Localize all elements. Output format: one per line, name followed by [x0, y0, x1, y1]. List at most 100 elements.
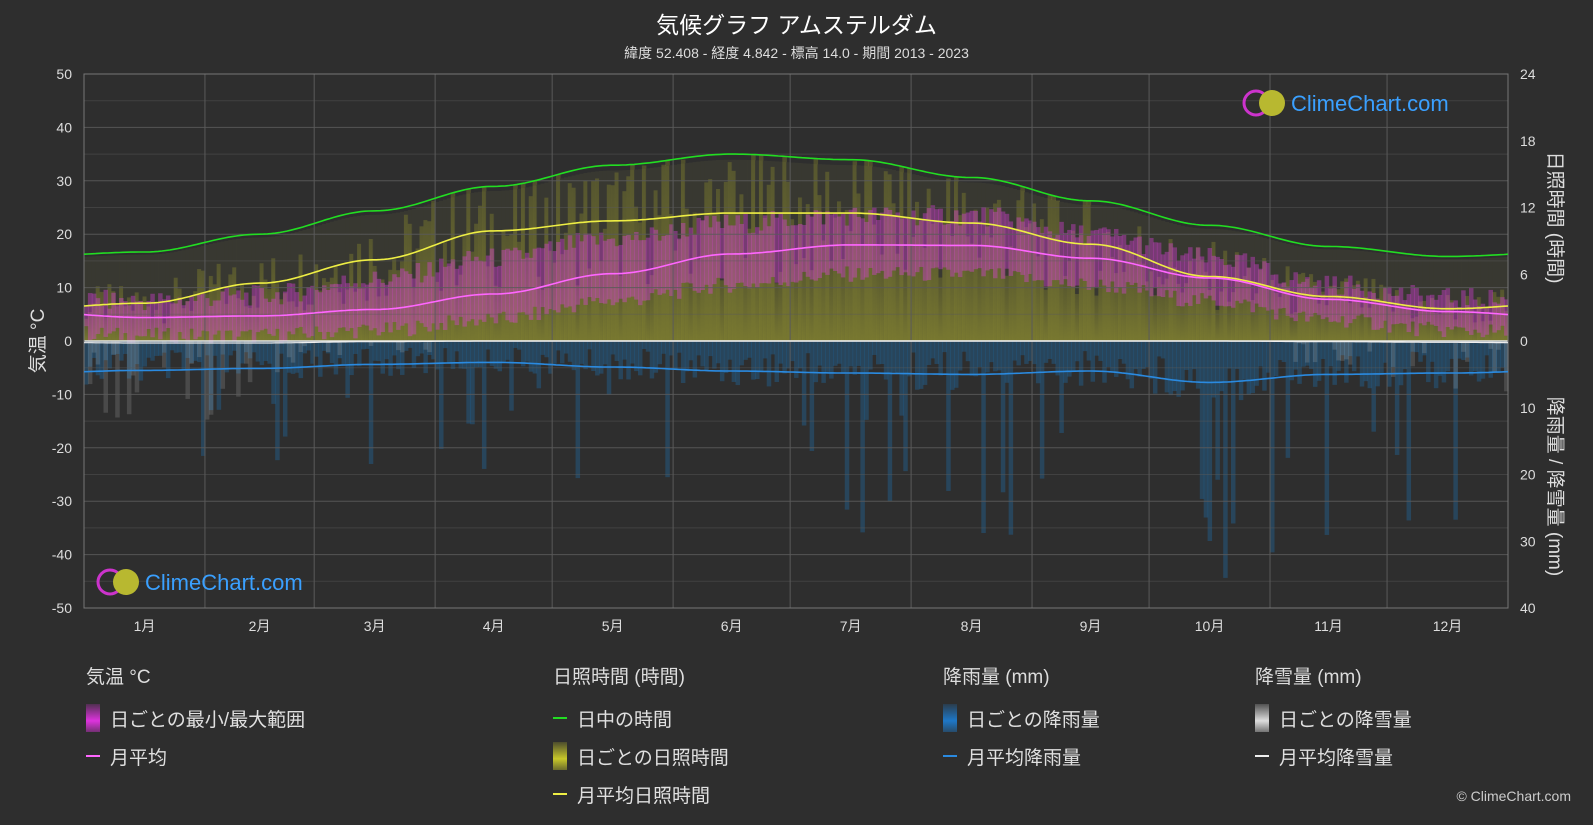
daily-temperature-range-bar: [1355, 284, 1361, 316]
daily-sunshine-bar: [864, 160, 869, 341]
daily-rain-bar: [1324, 341, 1330, 535]
daily-temperature-range-bar: [197, 294, 202, 337]
daily-temperature-range-bar: [575, 233, 581, 305]
daily-temperature-range-bar: [1394, 295, 1400, 324]
daily-temperature-range-bar: [99, 306, 105, 328]
daily-temperature-range-bar: [169, 302, 175, 342]
daily-rain-bar: [1188, 341, 1193, 383]
daily-sunshine-bar: [368, 238, 374, 341]
daily-rain-bar: [856, 341, 861, 366]
daily-rain-bar: [1215, 341, 1220, 480]
daily-temperature-range-bar: [306, 287, 311, 338]
daily-sunshine-bar: [341, 303, 346, 341]
daylight-band-bar: [1348, 250, 1353, 341]
daily-rain-bar: [1453, 341, 1458, 520]
daily-temperature-range-bar: [294, 292, 300, 329]
monthly-mean-rain-line: [83, 361, 1509, 384]
daily-rain-bar: [1371, 341, 1376, 432]
daily-rain-bar: [680, 341, 686, 383]
daily-rain-bar: [934, 341, 939, 364]
daily-sunshine-bar: [914, 201, 920, 341]
daily-rain-bar: [115, 341, 120, 354]
daily-sunshine-bar: [419, 226, 425, 341]
daily-sunshine-bar: [520, 183, 526, 341]
daily-sunshine-bar: [259, 263, 265, 341]
daily-temperature-range-bar: [1289, 280, 1295, 318]
daily-rain-bar: [1305, 341, 1310, 366]
daylight-band-bar: [536, 184, 542, 341]
daily-temperature-range-bar: [1484, 308, 1490, 335]
daily-rain-bar: [349, 341, 354, 376]
daylight-band-bar: [575, 174, 581, 341]
daily-temperature-range-bar: [201, 293, 206, 331]
daily-temperature-range-bar: [243, 292, 249, 332]
daylight-band-bar: [243, 237, 249, 341]
daily-sunshine-bar: [1418, 301, 1423, 341]
daylight-band-bar: [1180, 225, 1185, 341]
daily-rain-bar: [165, 341, 171, 379]
daily-sunshine-bar: [989, 237, 994, 341]
daily-snow-bar: [1422, 341, 1427, 354]
daily-temperature-range-bar: [259, 287, 265, 331]
daily-rain-bar: [119, 341, 124, 361]
daily-temperature-range-bar: [236, 290, 241, 337]
daily-temperature-range-bar: [548, 241, 553, 309]
daily-sunshine-bar: [1492, 292, 1497, 341]
daily-rain-bar: [302, 341, 307, 354]
daily-sunshine-bar: [524, 257, 530, 341]
daily-rain-bar: [790, 341, 795, 362]
daily-snow-bar: [1344, 341, 1349, 360]
daily-temperature-range-bar: [396, 277, 401, 330]
daily-rain-bar: [872, 341, 877, 355]
daily-rain-bar: [380, 341, 386, 374]
daily-temperature-range-bar: [247, 305, 253, 330]
daily-rain-bar: [1500, 341, 1505, 368]
daily-sunshine-bar: [794, 264, 799, 341]
daylight-band-bar: [158, 253, 163, 341]
daily-rain-bar: [466, 341, 471, 424]
daily-rain-bar: [154, 341, 159, 356]
legend-swatch: [943, 704, 957, 732]
daily-temperature-range-bar: [290, 283, 296, 335]
daily-sunshine-bar: [739, 194, 744, 341]
daily-temperature-range-bar: [501, 249, 506, 312]
daily-sunshine-bar: [817, 195, 822, 341]
month-tick-label: 3月: [364, 618, 386, 634]
daily-sunshine-bar: [501, 230, 506, 341]
daily-rain-bar: [1383, 341, 1388, 363]
daily-sunshine-bar: [1028, 223, 1033, 341]
daily-sunshine-bar: [614, 172, 620, 341]
daily-sunshine-bar: [115, 306, 120, 341]
daily-rain-bar: [1125, 341, 1131, 380]
daylight-band-bar: [552, 180, 557, 341]
daily-sunshine-bar: [1016, 200, 1021, 341]
daily-temperature-range-bar: [961, 213, 967, 271]
daylight-band-bar: [435, 201, 440, 341]
daily-temperature-range-bar: [228, 295, 233, 331]
daily-sunshine-bar: [1180, 292, 1185, 341]
daylight-band-bar: [1004, 186, 1010, 341]
legend-swatch: [1255, 755, 1269, 757]
daily-rain-bar: [1258, 341, 1263, 367]
daylight-band-bar: [364, 214, 370, 341]
daily-sunshine-bar: [1422, 300, 1427, 341]
daily-temperature-range-bar: [778, 213, 783, 286]
daily-rain-bar: [208, 341, 214, 411]
daily-rain-bar: [634, 341, 639, 372]
daily-rain-bar: [142, 341, 148, 367]
daily-rain-bar: [439, 341, 444, 449]
daily-temperature-range-bar: [622, 235, 627, 303]
daily-temperature-range-bar: [805, 214, 811, 277]
daylight-band-bar: [1375, 252, 1380, 341]
daily-rain-bar: [1355, 341, 1361, 357]
daily-rain-bar: [696, 341, 702, 356]
daily-rain-bar: [392, 341, 397, 356]
daily-rain-bar: [1301, 341, 1306, 367]
daylight-band-bar: [719, 159, 725, 341]
daily-sunshine-bar: [1406, 303, 1412, 341]
daily-rain-bar: [400, 341, 405, 375]
daily-sunshine-bar: [852, 161, 858, 341]
daily-rain-bar: [1180, 341, 1185, 391]
daily-sunshine-bar: [719, 280, 725, 341]
daily-rain-bar: [193, 341, 198, 361]
